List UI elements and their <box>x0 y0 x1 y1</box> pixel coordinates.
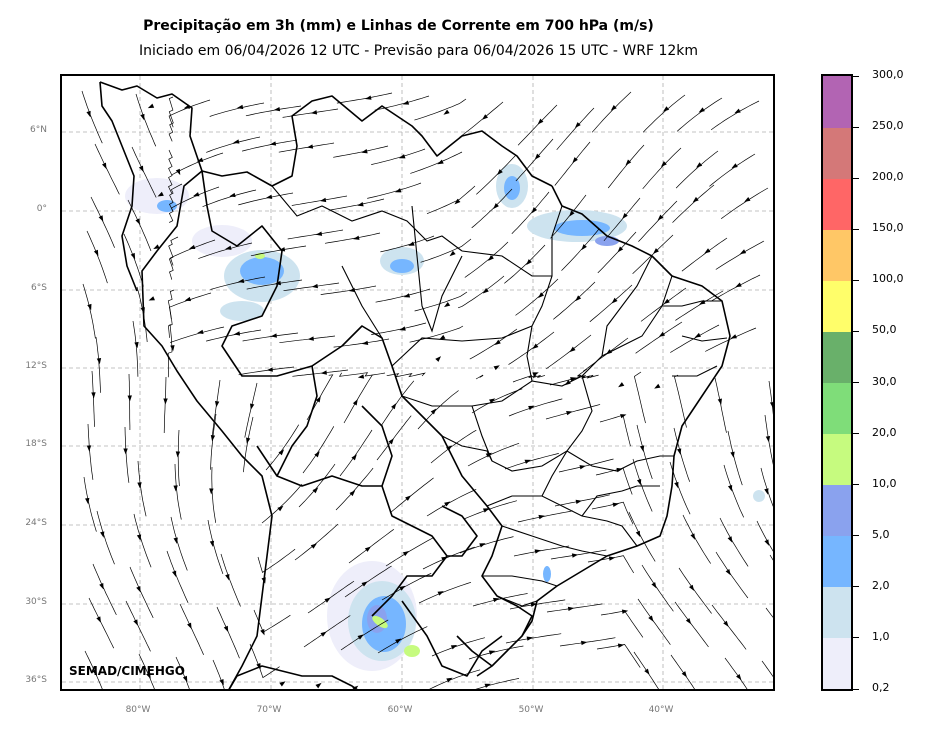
colorbar-tick <box>853 330 859 332</box>
colorbar-label: 300,0 <box>872 68 904 81</box>
streamline-arrows <box>85 95 773 689</box>
colorbar-label: 10,0 <box>872 476 897 490</box>
colorbar-tick <box>853 75 859 77</box>
colorbar-segment <box>823 433 851 486</box>
colorbar-segment <box>823 586 851 639</box>
lon-label-40w: 40°W <box>648 705 674 715</box>
graticule <box>62 76 773 689</box>
colorbar-tick <box>853 228 859 230</box>
chart-title: Precipitação em 3h (mm) e Linhas de Corr… <box>143 18 654 34</box>
lat-label-36s: 36°S <box>25 675 47 685</box>
colorbar-segment <box>823 229 851 281</box>
lat-label-12s: 12°S <box>25 361 47 371</box>
colorbar-label: 2,0 <box>872 578 890 592</box>
lat-label-0: 0° <box>36 204 47 214</box>
map-panel <box>60 74 775 691</box>
colorbar-segment <box>823 382 851 435</box>
lat-label-24s: 24°S <box>25 518 47 528</box>
colorbar-label: 20,0 <box>872 425 897 439</box>
colorbar-tick <box>853 177 859 179</box>
colorbar-tick <box>853 433 859 435</box>
colorbar-label: 50,0 <box>872 323 897 337</box>
precipitation-areas <box>125 164 765 671</box>
colorbar-label: 30,0 <box>872 374 897 388</box>
colorbar-label: 250,0 <box>872 119 904 133</box>
colorbar-tick <box>853 126 859 128</box>
lon-label-50w: 50°W <box>518 705 544 715</box>
colorbar-segment <box>823 637 851 689</box>
colorbar-segment <box>823 76 851 128</box>
state-borders <box>271 185 728 607</box>
colorbar-tick <box>853 279 859 281</box>
lat-label-30s: 30°S <box>25 597 47 607</box>
colorbar-segment <box>823 178 851 230</box>
streamlines <box>81 90 773 689</box>
colorbar-segment <box>823 484 851 537</box>
lon-label-70w: 70°W <box>256 705 282 715</box>
chart-subtitle: Iniciado em 06/04/2026 12 UTC - Previsão… <box>138 43 699 59</box>
precipitation-colorbar <box>821 74 853 691</box>
colorbar-segment <box>823 331 851 383</box>
colorbar-tick <box>853 382 859 383</box>
map-canvas <box>62 76 773 689</box>
colorbar-tick <box>853 586 859 588</box>
colorbar-tick <box>853 688 859 690</box>
colorbar-segment <box>823 535 851 588</box>
colorbar-label: 100,0 <box>872 272 904 286</box>
lat-label-6s: 6°S <box>31 283 47 293</box>
country-borders <box>99 81 731 689</box>
credit-text: SEMAD/CIMEHGO <box>69 664 185 678</box>
lat-label-18s: 18°S <box>25 439 47 449</box>
colorbar-tick <box>853 637 859 639</box>
lat-label-6n: 6°N <box>30 125 47 135</box>
colorbar-label: 1,0 <box>872 629 890 643</box>
colorbar-label: 200,0 <box>872 170 904 184</box>
colorbar-segment <box>823 127 851 179</box>
colorbar-label: 150,0 <box>872 221 904 235</box>
colorbar-segment <box>823 280 851 332</box>
lon-label-60w: 60°W <box>387 705 413 715</box>
colorbar-tick <box>853 535 859 537</box>
colorbar-tick <box>853 484 859 486</box>
colorbar-label: 0,2 <box>872 681 890 694</box>
lon-label-80w: 80°W <box>125 705 151 715</box>
colorbar-label: 5,0 <box>872 527 890 541</box>
